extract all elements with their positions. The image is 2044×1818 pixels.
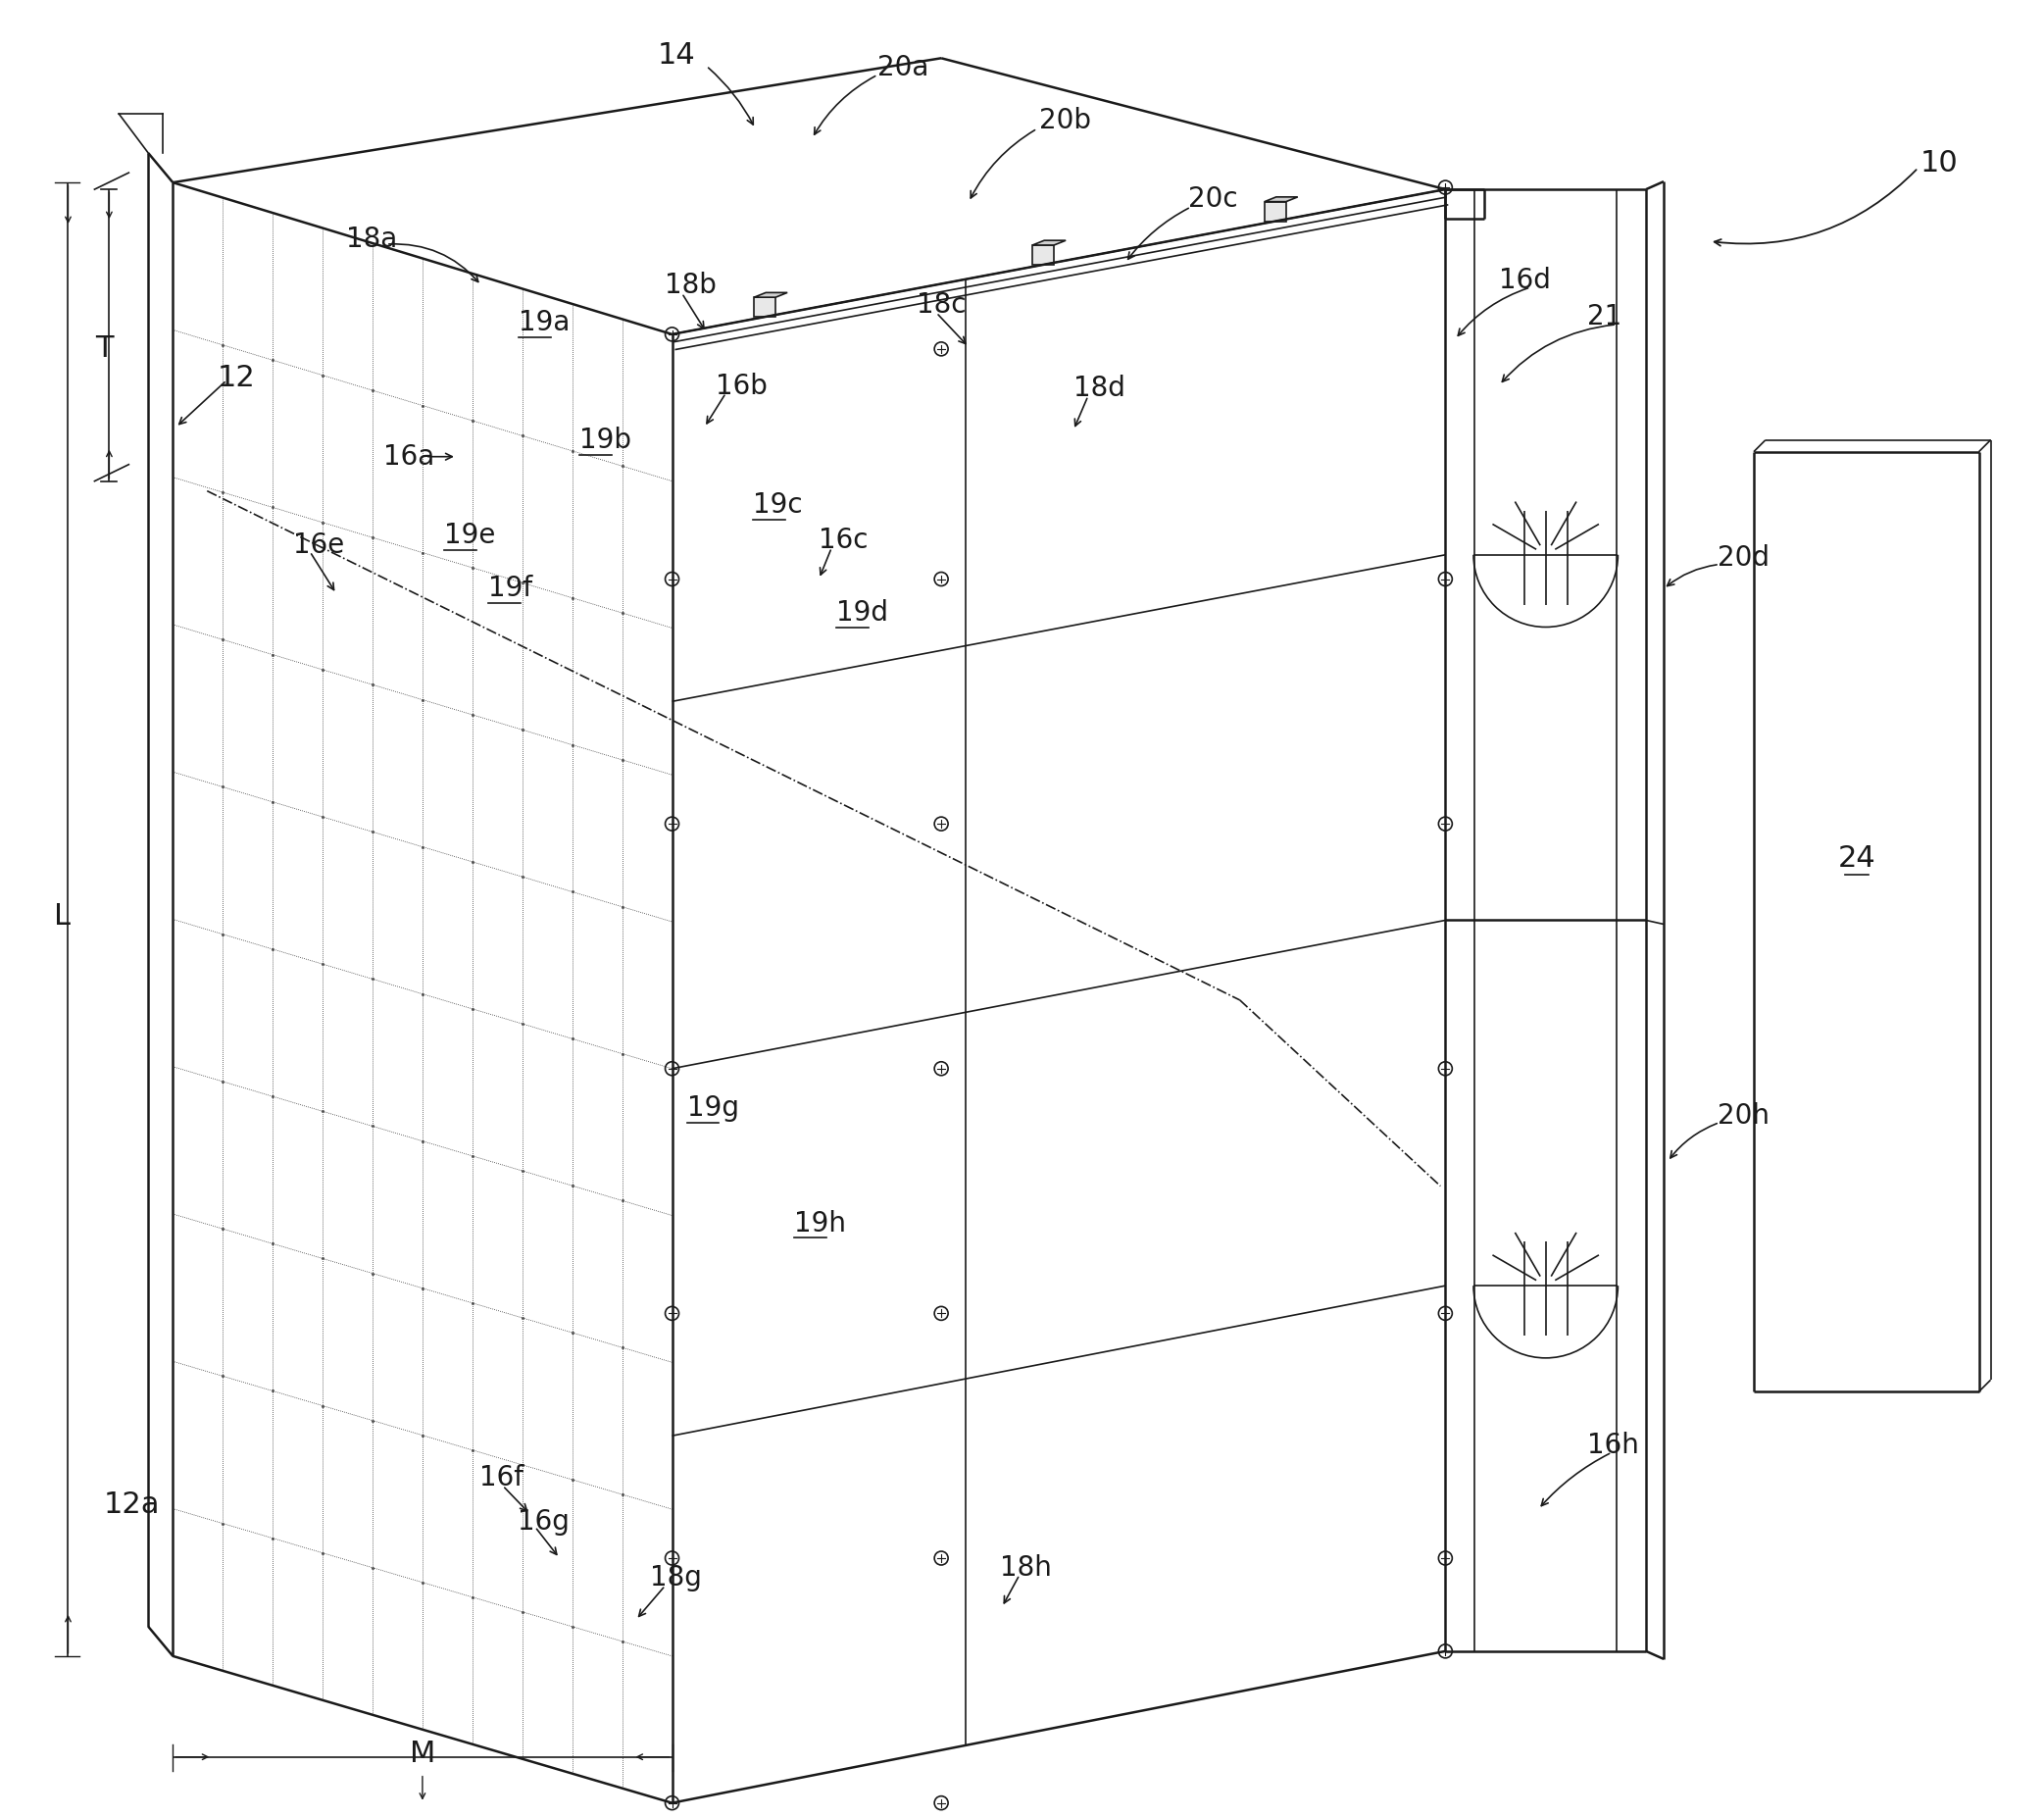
- Polygon shape: [1032, 240, 1065, 245]
- Text: 19c: 19c: [754, 491, 803, 518]
- Text: 20a: 20a: [877, 55, 928, 82]
- Text: 14: 14: [658, 42, 695, 69]
- Text: 16g: 16g: [517, 1509, 568, 1536]
- Text: 16b: 16b: [715, 373, 769, 400]
- Text: 21: 21: [1588, 304, 1621, 331]
- Text: 20b: 20b: [1038, 107, 1091, 135]
- Text: 16f: 16f: [478, 1463, 523, 1491]
- Polygon shape: [754, 293, 787, 298]
- Text: 18h: 18h: [1000, 1554, 1053, 1582]
- Text: 12a: 12a: [104, 1491, 159, 1518]
- Text: 18a: 18a: [345, 225, 397, 253]
- Text: 20c: 20c: [1188, 185, 1237, 213]
- Polygon shape: [1032, 245, 1055, 265]
- Text: 16e: 16e: [292, 531, 345, 558]
- Polygon shape: [754, 298, 775, 316]
- Text: 19a: 19a: [519, 309, 570, 336]
- Text: T: T: [96, 335, 112, 364]
- Text: 18c: 18c: [918, 291, 967, 318]
- Text: 16a: 16a: [384, 444, 435, 471]
- Polygon shape: [1265, 202, 1286, 222]
- Text: 24: 24: [1838, 844, 1876, 873]
- Text: 19h: 19h: [795, 1209, 846, 1236]
- Text: 18b: 18b: [664, 271, 715, 298]
- Text: 19e: 19e: [444, 522, 495, 549]
- Text: 20d: 20d: [1717, 544, 1770, 571]
- Text: 12: 12: [217, 364, 256, 393]
- Text: 20h: 20h: [1717, 1102, 1770, 1129]
- Text: 16d: 16d: [1498, 267, 1551, 295]
- Text: 16h: 16h: [1588, 1433, 1639, 1460]
- Text: 16c: 16c: [820, 525, 869, 554]
- Text: 19b: 19b: [578, 425, 632, 454]
- Text: 19f: 19f: [489, 574, 531, 602]
- Text: M: M: [409, 1740, 435, 1769]
- Text: 18g: 18g: [650, 1563, 701, 1591]
- Text: 18d: 18d: [1073, 375, 1126, 402]
- Text: 10: 10: [1919, 149, 1958, 176]
- Text: 19g: 19g: [687, 1094, 738, 1122]
- Text: L: L: [53, 902, 72, 931]
- Text: 19d: 19d: [836, 600, 889, 627]
- Polygon shape: [1265, 196, 1298, 202]
